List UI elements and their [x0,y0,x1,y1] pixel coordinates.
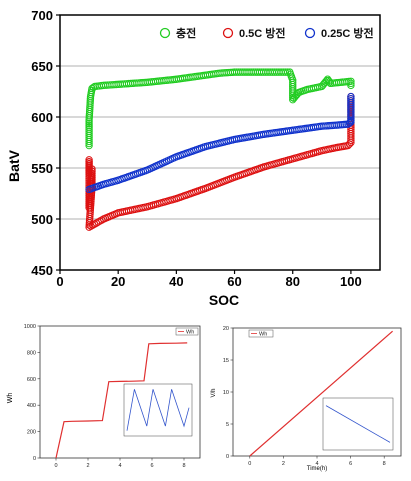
wh-x-tick-label-4: 8 [182,463,185,469]
wh-y-tick-label-5: 1000 [24,324,36,330]
main-x-tick-label-1: 20 [111,274,125,289]
main-y-axis-label: BatV [6,149,22,182]
main-series-0-marker [85,125,93,133]
main-series-0-marker [85,127,93,135]
wh-y-tick-label-3: 600 [27,377,36,383]
main-legend-marker-1 [222,27,234,39]
main-y-tick-label-5: 700 [31,8,53,23]
wh-series-line-0 [55,342,188,459]
vh-inset-line [325,405,391,443]
main-x-tick-label-5: 100 [340,274,362,289]
vh-y-axis-label: V/h [211,388,217,397]
wh-x-tick-label-0: 0 [54,463,57,469]
wh-legend: Wh [175,327,199,336]
main-series-1-marker [85,221,93,229]
wh-x-tick-label-3: 6 [150,463,153,469]
main-series-1 [85,92,355,231]
main-x-axis-label: SOC [209,292,239,308]
vh-inset-chart [322,397,394,451]
vh-y-tick-label-0: 0 [226,454,229,460]
main-series-0-marker [347,79,355,88]
main-series-0 [85,68,355,150]
wh-y-tick-label-1: 200 [27,430,36,436]
main-x-tick-label-4: 80 [285,274,299,289]
main-legend-label-1: 0.5C 방전 [239,26,286,40]
main-series-1-marker [85,223,93,231]
wh-line-chart: 0 2 4 6 8 0 200 400 600 800 1000 Wh Wh [7,324,201,469]
wh-inset-line [126,389,190,431]
main-series-2-marker [347,94,355,103]
vh-legend: Wh [248,329,274,338]
main-series-1-marker [90,220,99,228]
vh-x-tick-label-3: 6 [349,461,352,467]
soc-batv-scatter-chart: 0 20 40 60 80 100 450 500 550 600 650 700 충전 0.5C 방전… [6,8,381,308]
main-legend-label-0: 충전 [176,26,196,40]
wh-series-group [55,342,188,459]
vh-y-tick-label-2: 10 [223,390,229,396]
main-gridlines [60,65,380,220]
vh-y-tick-label-1: 5 [226,422,229,428]
main-series-1-marker [94,218,102,226]
main-y-tick-label-0: 450 [31,263,53,278]
main-series-0-marker [281,68,290,76]
main-series-0-marker [347,81,355,90]
main-series-0-marker [347,77,355,86]
wh-y-tick-label-4: 800 [27,350,36,356]
main-y-tick-label-2: 550 [31,161,53,176]
main-y-tick-label-4: 650 [31,59,53,74]
main-series-2-marker [347,92,355,101]
vh-x-tick-label-4: 8 [383,461,386,467]
vh-x-tick-label-1: 2 [282,461,285,467]
wh-axes: 0 2 4 6 8 0 200 400 600 800 1000 [24,324,186,469]
vh-y-tick-label-4: 20 [223,326,229,332]
main-legend-marker-2 [304,27,316,39]
main-legend-label-2: 0.25C 방전 [321,26,374,40]
main-y-tick-label-3: 600 [31,110,53,125]
wh-legend-box [175,327,199,336]
wh-x-tick-label-2: 4 [118,463,121,469]
main-series-group [85,68,355,231]
main-legend-marker-0 [159,27,171,39]
vh-x-tick-label-0: 0 [248,461,251,467]
main-axes: 0 20 40 60 80 100 450 500 550 600 650 700 [31,8,381,289]
main-series-2 [85,92,355,194]
main-series-2-marker [347,96,355,105]
vh-legend-box [248,329,274,338]
wh-y-axis-label: Wh [7,393,14,404]
wh-y-tick-label-2: 400 [27,403,36,409]
vh-axes: 0 2 4 6 8 0 5 10 15 20 [223,326,386,467]
wh-legend-label: Wh [186,330,194,336]
main-y-tick-label-1: 500 [31,212,53,227]
main-series-1-marker [87,222,95,230]
main-series-1-marker [89,221,97,229]
vh-line-chart: 0 2 4 6 8 0 5 10 15 20 Wh Time(h) V/h [211,326,402,472]
vh-y-tick-label-3: 15 [223,358,229,364]
main-x-tick-label-2: 40 [169,274,183,289]
main-x-tick-label-0: 0 [56,274,63,289]
wh-y-tick-label-0: 0 [33,456,36,462]
wh-inset-chart [123,383,193,437]
main-series-1-marker [92,219,101,227]
vh-legend-label: Wh [259,332,267,338]
vh-x-axis-label: Time(h) [307,466,327,472]
vh-x-tick-label-2: 4 [315,461,318,467]
main-x-tick-label-3: 60 [227,274,241,289]
main-plot-frame [59,14,381,271]
wh-x-tick-label-1: 2 [86,463,89,469]
vh-series-group [249,330,393,457]
vh-series-line-0 [249,330,393,457]
main-legend: 충전 0.5C 방전 0.25C 방전 [159,26,374,40]
